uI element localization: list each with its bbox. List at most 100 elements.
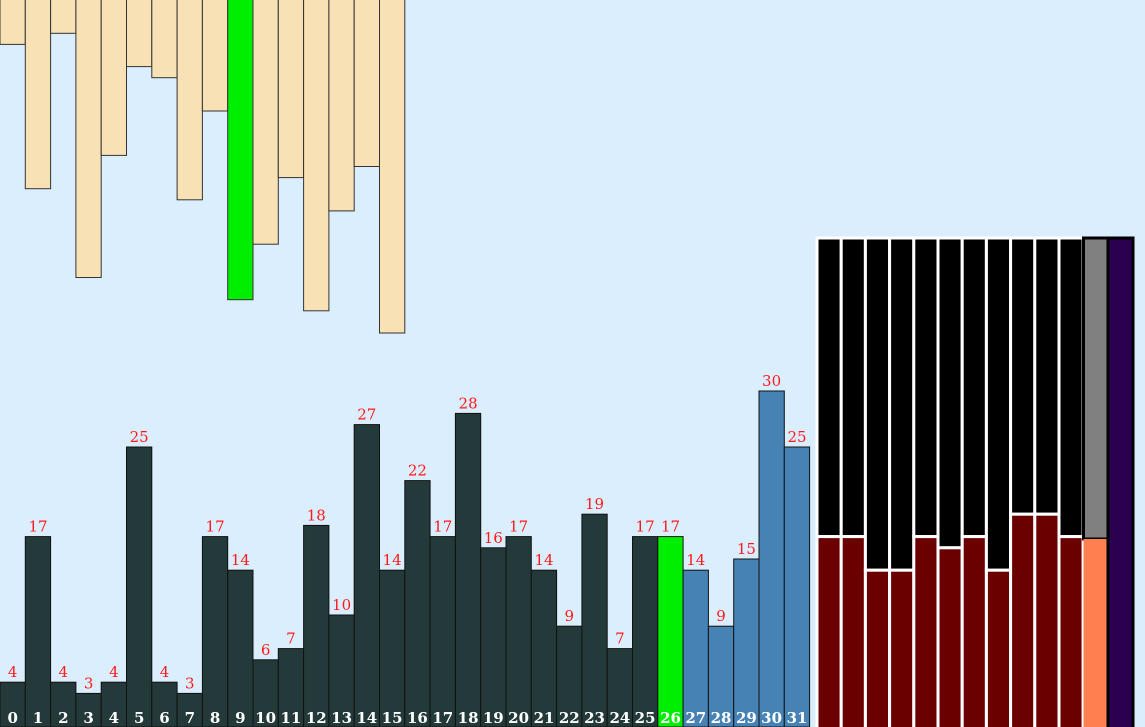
right-top-block-9 [1033, 236, 1061, 516]
bar-26 [657, 536, 684, 727]
top-bar-2 [50, 0, 77, 34]
right-lower-block-7 [984, 568, 1013, 727]
value-label-1: 17 [28, 518, 47, 536]
top-bar-1 [24, 0, 52, 190]
right-top-block-6 [960, 236, 988, 539]
top-bar-7 [176, 0, 203, 201]
top-bar-0 [0, 0, 26, 45]
index-label-1: 1 [33, 709, 43, 727]
value-label-26: 17 [661, 518, 680, 536]
bar-11 [277, 648, 305, 727]
top-bar-14 [353, 0, 381, 167]
index-label-4: 4 [109, 709, 119, 727]
value-label-18: 28 [459, 394, 478, 412]
value-label-13: 10 [332, 596, 351, 614]
bar-12 [303, 524, 330, 727]
right-top-block-7 [984, 236, 1013, 572]
right-gray-block [1082, 236, 1110, 541]
index-label-8: 8 [210, 709, 220, 727]
right-top-block-1 [839, 236, 867, 539]
value-label-9: 14 [231, 551, 250, 569]
value-label-3: 3 [84, 674, 94, 692]
value-label-0: 4 [8, 663, 18, 681]
index-label-14: 14 [356, 709, 377, 727]
bar-17 [429, 536, 456, 727]
value-label-17: 17 [433, 518, 452, 536]
index-label-6: 6 [159, 709, 169, 727]
index-label-23: 23 [584, 709, 605, 727]
right-lower-block-10 [1057, 535, 1085, 727]
top-bar-15 [379, 0, 406, 334]
bar-31 [783, 446, 811, 727]
right-lower-block-6 [960, 535, 988, 727]
right-lower-block-1 [839, 535, 867, 727]
index-label-12: 12 [306, 709, 327, 727]
right-top-block-8 [1009, 236, 1037, 516]
top-bar-5 [126, 0, 153, 68]
index-label-17: 17 [432, 709, 453, 727]
value-label-7: 3 [185, 674, 195, 692]
index-label-0: 0 [7, 709, 17, 727]
bar-20 [505, 536, 532, 727]
index-label-18: 18 [458, 709, 479, 727]
bar-10 [252, 659, 279, 727]
right-lower-block-5 [936, 546, 964, 727]
right-lower-block-0 [815, 535, 843, 727]
index-label-13: 13 [331, 709, 352, 727]
index-label-16: 16 [407, 709, 428, 727]
bar-8 [201, 536, 229, 727]
top-bars-group [0, 0, 406, 334]
right-top-block-5 [936, 236, 964, 550]
top-bar-3 [75, 0, 102, 278]
right-lower-block-2 [863, 568, 892, 727]
index-label-26: 26 [660, 709, 681, 727]
value-label-19: 16 [484, 529, 503, 547]
bar-2 [50, 681, 77, 727]
index-label-3: 3 [83, 709, 93, 727]
index-label-15: 15 [382, 709, 403, 727]
value-label-25: 17 [636, 518, 655, 536]
value-label-4: 4 [109, 663, 119, 681]
right-top-block-4 [912, 236, 940, 539]
right-orange-block [1083, 539, 1108, 727]
bar-9 [227, 569, 254, 727]
bar-4 [100, 681, 127, 727]
value-label-23: 19 [585, 495, 604, 513]
bar-14 [353, 424, 381, 727]
right-top-block-10 [1057, 236, 1085, 539]
index-label-31: 31 [787, 709, 808, 727]
bar-18 [454, 412, 482, 727]
value-label-5: 25 [130, 428, 149, 446]
index-label-19: 19 [483, 709, 504, 727]
value-label-10: 6 [261, 641, 271, 659]
value-label-14: 27 [357, 406, 376, 424]
index-label-7: 7 [185, 709, 195, 727]
bar-22 [556, 625, 583, 727]
value-label-21: 14 [534, 551, 553, 569]
right-lower-block-3 [888, 568, 916, 727]
bar-16 [404, 480, 431, 727]
index-label-30: 30 [761, 709, 782, 727]
top-bar-8 [201, 0, 229, 112]
right-purple-block [1106, 236, 1135, 727]
right-top-block-0 [815, 236, 843, 539]
value-label-27: 14 [686, 551, 705, 569]
index-label-24: 24 [609, 709, 630, 727]
value-label-24: 7 [615, 630, 625, 648]
index-label-2: 2 [58, 709, 68, 727]
bar-15 [379, 569, 406, 727]
top-bar-13 [328, 0, 355, 212]
index-label-29: 29 [736, 709, 757, 727]
value-label-15: 14 [383, 551, 402, 569]
value-label-31: 25 [787, 428, 806, 446]
index-label-9: 9 [235, 709, 245, 727]
index-label-28: 28 [711, 709, 732, 727]
top-bar-10 [252, 0, 279, 245]
bar-27 [682, 569, 709, 727]
top-bar-4 [100, 0, 127, 156]
value-label-2: 4 [59, 663, 69, 681]
right-lower-block-9 [1033, 512, 1061, 727]
bar-1 [24, 536, 52, 727]
bar-6 [151, 681, 178, 727]
